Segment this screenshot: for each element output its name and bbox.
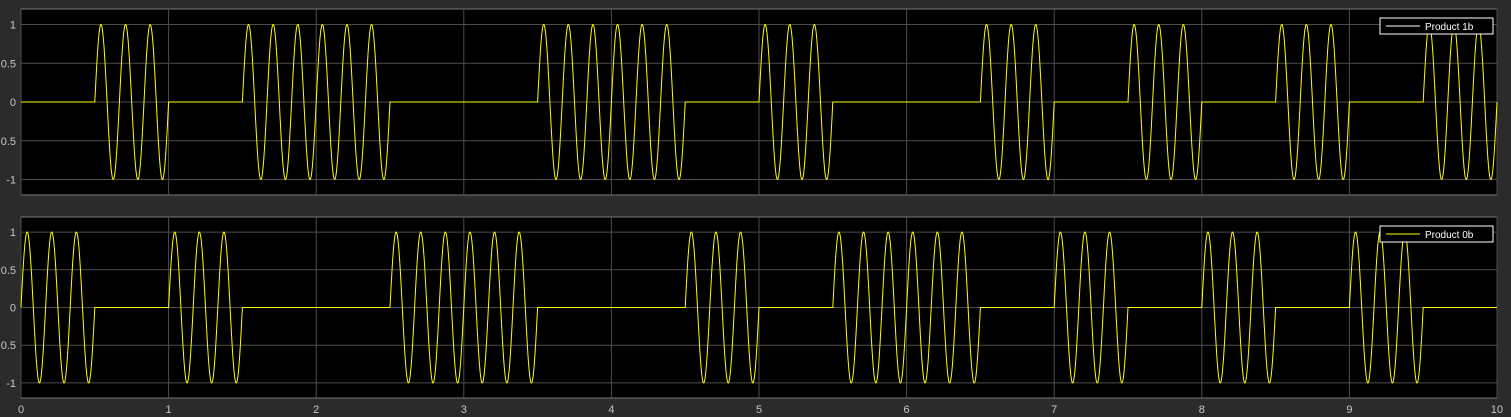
y-tick-label: -1 xyxy=(6,378,16,390)
y-tick-label: -1 xyxy=(6,175,16,187)
y-tick-label: 0.5 xyxy=(1,340,16,352)
x-tick-label: 5 xyxy=(756,404,762,416)
y-tick-label: 0 xyxy=(10,97,16,109)
legend-label: Product 0b xyxy=(1425,230,1474,241)
y-tick-label: 1 xyxy=(10,20,16,32)
x-tick-label: 2 xyxy=(313,404,319,416)
x-tick-label: 3 xyxy=(461,404,467,416)
axes-top: 1 0.5 0 0.5 -1 Product 1b xyxy=(1,8,1498,196)
legend-label: Product 1b xyxy=(1425,22,1474,33)
y-tick-label: 0.5 xyxy=(1,136,16,148)
x-tick-label: 0 xyxy=(18,404,24,416)
series-line xyxy=(20,231,1497,384)
series-line xyxy=(21,23,1498,181)
x-tick-label: 1 xyxy=(166,404,172,416)
x-tick-label: 8 xyxy=(1199,404,1205,416)
x-tick-label: 10 xyxy=(1491,404,1503,416)
y-tick-label: 0.5 xyxy=(1,58,16,70)
x-tick-label: 9 xyxy=(1346,404,1352,416)
x-tick-label: 7 xyxy=(1051,404,1057,416)
y-tick-label: 1 xyxy=(10,227,16,239)
y-tick-label: 0 xyxy=(10,303,16,315)
legend-box xyxy=(1379,225,1494,243)
y-tick-label: 0.5 xyxy=(1,265,16,277)
x-tick-label: 6 xyxy=(904,404,910,416)
x-tick-label: 4 xyxy=(608,404,614,416)
axes-bottom: 1 0.5 0 0.5 -1 Product 0b xyxy=(1,216,1498,399)
x-tick-labels: 0 1 2 3 4 5 6 7 8 9 10 xyxy=(18,404,1503,416)
legend-box xyxy=(1379,17,1494,35)
